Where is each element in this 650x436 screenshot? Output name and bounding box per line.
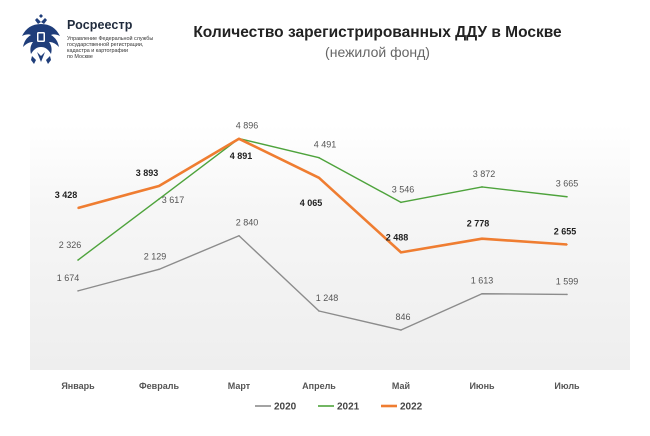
data-label-2020: 2 840	[236, 218, 259, 228]
org-subtitle-line: кадастра и картографии	[67, 48, 128, 54]
plot-area	[30, 125, 630, 370]
data-label-2022: 2 488	[386, 232, 409, 242]
data-point-2022	[238, 137, 240, 140]
data-point-2020	[77, 290, 79, 292]
double-headed-eagle-emblem-icon	[22, 14, 60, 64]
data-point-2022	[481, 237, 483, 240]
data-point-2021	[318, 156, 320, 159]
data-label-2021: 3 665	[556, 179, 579, 189]
data-label-2022: 2 655	[554, 226, 577, 236]
x-tick-label: Июль	[554, 381, 580, 391]
legend-label-2022: 2022	[400, 402, 423, 413]
x-tick-label: Март	[228, 381, 251, 391]
data-label-2020: 846	[395, 312, 410, 322]
x-tick-label: Апрель	[302, 381, 336, 391]
data-point-2022	[318, 177, 320, 179]
data-point-2021	[481, 186, 483, 188]
data-label-2021: 3 872	[473, 169, 496, 179]
data-label-2021: 3 546	[392, 184, 415, 194]
chart-title: Количество зарегистрированных ДДУ в Моск…	[193, 24, 562, 41]
data-point-2021	[77, 259, 79, 261]
data-label-2020: 1 613	[471, 276, 494, 286]
data-point-2020	[318, 310, 320, 312]
rosreestr-logo: Росреестр Управление Федеральной службы …	[20, 14, 170, 70]
data-point-2021	[400, 201, 402, 204]
data-label-2022: 3 428	[55, 190, 78, 200]
data-point-2020	[158, 268, 160, 271]
data-point-2022	[400, 251, 402, 254]
data-point-2021	[566, 195, 568, 198]
data-point-2022	[77, 207, 79, 209]
data-label-2021: 4 491	[314, 140, 337, 150]
data-label-2021: 2 326	[59, 240, 82, 250]
x-tick-label: Июнь	[469, 381, 495, 391]
data-label-2020: 1 674	[57, 273, 80, 283]
data-label-2022: 4 891	[230, 151, 253, 161]
x-tick-label: Январь	[61, 381, 95, 391]
x-tick-label: Февраль	[139, 381, 179, 391]
data-label-2021: 4 896	[236, 121, 259, 131]
data-label-2021: 3 617	[162, 195, 185, 205]
org-subtitle-line: по Москве	[67, 54, 93, 60]
data-label-2022: 4 065	[300, 198, 323, 208]
data-point-2022	[566, 243, 568, 246]
data-label-2022: 2 778	[467, 219, 490, 229]
org-subtitle-line: государственной регистрации,	[67, 42, 144, 48]
data-point-2020	[566, 293, 568, 296]
data-label-2020: 1 599	[556, 276, 579, 286]
x-tick-label: Май	[392, 381, 410, 391]
data-point-2020	[481, 292, 483, 295]
data-label-2020: 2 129	[144, 251, 167, 261]
data-point-2021	[158, 198, 160, 200]
org-subtitle-line: Управление Федеральной службы	[67, 36, 154, 42]
chart-subtitle: (нежилой фонд)	[325, 44, 430, 60]
data-label-2020: 1 248	[316, 293, 339, 303]
data-label-2022: 3 893	[136, 168, 159, 178]
data-point-2022	[158, 185, 160, 187]
legend-label-2021: 2021	[337, 402, 360, 413]
org-name: Росреестр	[67, 18, 133, 32]
data-point-2020	[238, 234, 240, 237]
data-point-2020	[400, 329, 402, 331]
legend-label-2020: 2020	[274, 402, 297, 413]
